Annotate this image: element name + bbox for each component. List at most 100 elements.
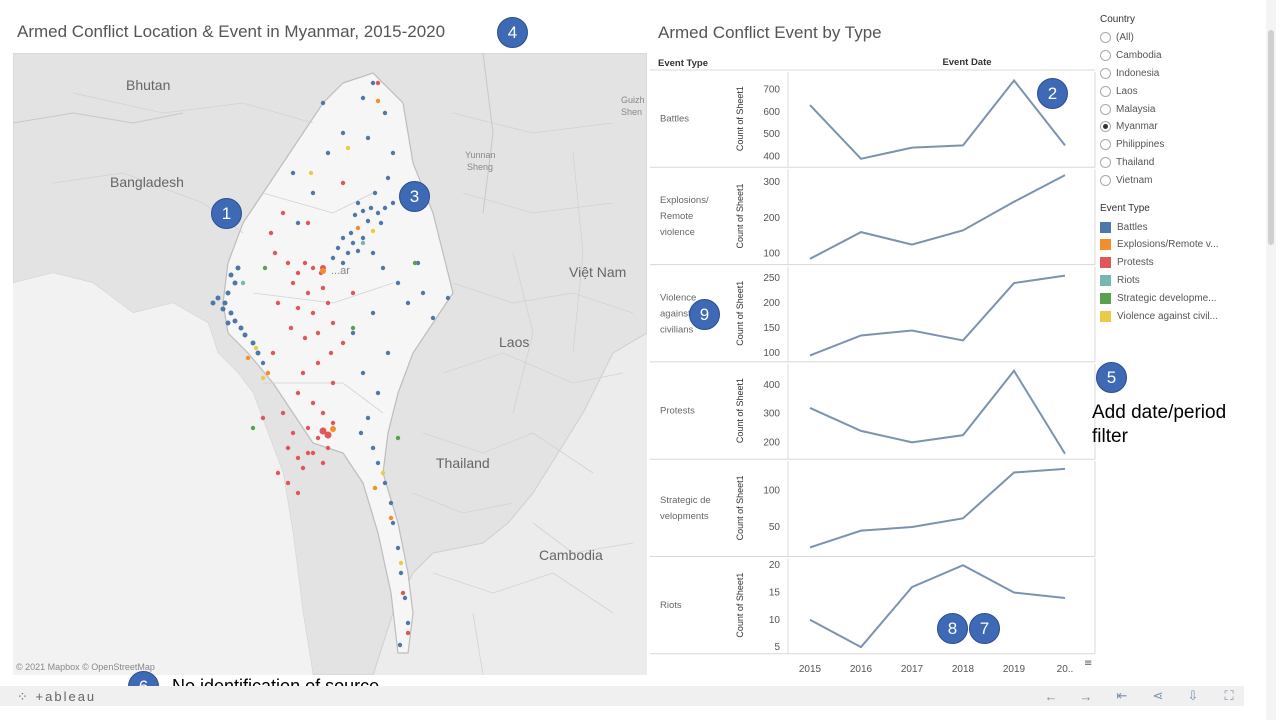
- redo-icon[interactable]: →: [1079, 688, 1093, 704]
- radio-icon[interactable]: [1100, 174, 1111, 186]
- panel-axis-label: Count of Sheet1: [735, 475, 745, 540]
- event-point: [260, 415, 266, 421]
- revert-icon[interactable]: ⇤: [1116, 688, 1128, 703]
- radio-icon[interactable]: [1100, 139, 1111, 151]
- legend-swatch: [1100, 221, 1111, 233]
- event-point: [405, 300, 411, 306]
- event-point: [398, 560, 404, 566]
- event-point: [395, 435, 401, 441]
- event-point: [402, 595, 408, 601]
- event-point: [228, 310, 234, 316]
- legend-item-label: Battles: [1117, 221, 1148, 233]
- radio-icon[interactable]: [1100, 156, 1111, 168]
- panel-axis-label: Count of Sheet1: [735, 378, 745, 443]
- country-option[interactable]: Laos: [1100, 82, 1250, 100]
- event-point: [275, 470, 281, 476]
- event-point: [375, 210, 381, 216]
- event-point: [365, 135, 371, 141]
- fullscreen-icon[interactable]: ⛶: [1224, 688, 1234, 703]
- legend-item[interactable]: Battles: [1100, 218, 1250, 236]
- y-tick-label: 300: [763, 177, 780, 188]
- map-label-thailand: Thailand: [436, 455, 490, 471]
- event-points: [210, 80, 451, 648]
- download-icon[interactable]: ⇩: [1187, 688, 1199, 703]
- country-filter[interactable]: (All) Cambodia Indonesia Laos Malaysia Myanma…: [1100, 29, 1250, 189]
- y-tick-label: 15: [769, 588, 781, 599]
- event-point: [330, 426, 336, 432]
- country-option[interactable]: Philippines: [1100, 136, 1250, 154]
- country-option-label: (All): [1116, 32, 1134, 44]
- annotation-badge-1: 1: [211, 198, 242, 229]
- x-tick-label: 2016: [850, 664, 873, 675]
- country-option[interactable]: Indonesia: [1100, 65, 1250, 83]
- event-point: [290, 170, 296, 176]
- radio-icon[interactable]: [1100, 50, 1111, 62]
- country-option[interactable]: Myanmar: [1100, 118, 1250, 136]
- event-point: [305, 425, 311, 431]
- country-option-label: Philippines: [1116, 139, 1165, 151]
- scrollbar-track[interactable]: [1266, 0, 1276, 720]
- event-point: [305, 220, 311, 226]
- legend-item[interactable]: Explosions/Remote v...: [1100, 236, 1250, 254]
- event-point: [390, 200, 396, 206]
- tableau-logo[interactable]: ⁘ +ableau: [17, 689, 96, 705]
- series-line-battles: [809, 78, 1066, 160]
- event-type-chart[interactable]: Event Type Event Date Battles Count of Shee…: [650, 50, 1100, 680]
- legend-item[interactable]: Strategic developme...: [1100, 289, 1250, 307]
- share-icon[interactable]: ⋖: [1152, 688, 1164, 703]
- country-option-label: Thailand: [1116, 156, 1155, 168]
- scrollbar-thumb[interactable]: [1268, 30, 1274, 245]
- event-type-legend-title: Event Type: [1100, 203, 1150, 215]
- map-label-yunnan: Yunnan: [465, 150, 496, 160]
- event-point: [265, 370, 271, 376]
- event-point: [360, 370, 366, 376]
- event-point: [405, 630, 411, 636]
- annotation-badge-3: 3: [399, 181, 430, 212]
- radio-icon[interactable]: [1100, 121, 1111, 133]
- event-point: [220, 306, 226, 312]
- event-point: [310, 190, 316, 196]
- event-point: [355, 200, 361, 206]
- annotation-badge-8: 8: [937, 613, 968, 644]
- radio-icon[interactable]: [1100, 67, 1111, 79]
- event-point: [280, 210, 286, 216]
- conflict-map[interactable]: Bhutan Bangladesh Yunnan Sheng Guizh She…: [13, 53, 647, 675]
- country-option[interactable]: Cambodia: [1100, 47, 1250, 65]
- event-point: [295, 270, 301, 276]
- event-point: [268, 230, 274, 236]
- undo-icon[interactable]: ←: [1044, 688, 1058, 704]
- event-point: [420, 290, 426, 296]
- country-option[interactable]: (All): [1100, 29, 1250, 47]
- legend-item-label: Strategic developme...: [1117, 292, 1217, 304]
- event-point: [328, 350, 334, 356]
- event-point: [232, 318, 238, 324]
- event-point: [210, 300, 216, 306]
- event-point: [348, 230, 354, 236]
- map-label-myanmar-fragment: ...ar: [331, 265, 350, 277]
- country-option[interactable]: Vietnam: [1100, 171, 1250, 189]
- country-option[interactable]: Malaysia: [1100, 100, 1250, 118]
- panel-row-label: against: [660, 308, 691, 319]
- event-point: [324, 431, 332, 439]
- radio-icon[interactable]: [1100, 85, 1111, 97]
- event-point: [242, 332, 248, 338]
- legend-item-label: Protests: [1117, 257, 1154, 269]
- event-point: [225, 320, 231, 326]
- annotation-badge-2: 2: [1037, 78, 1068, 109]
- event-point: [375, 98, 381, 104]
- panel-row-label: Riots: [660, 600, 682, 611]
- radio-icon[interactable]: [1100, 32, 1111, 44]
- event-point: [305, 290, 311, 296]
- event-point: [355, 248, 361, 254]
- legend-item[interactable]: Violence against civil...: [1100, 307, 1250, 325]
- event-point: [320, 460, 326, 466]
- country-option[interactable]: Thailand: [1100, 154, 1250, 172]
- event-point: [310, 400, 316, 406]
- legend-item[interactable]: Riots: [1100, 272, 1250, 290]
- chart-svg: Event Type Event Date Battles Count of Shee…: [650, 57, 1096, 675]
- x-tick-label: 2017: [901, 664, 924, 675]
- legend-item[interactable]: Protests: [1100, 254, 1250, 272]
- y-tick-label: 150: [763, 323, 780, 334]
- radio-icon[interactable]: [1100, 103, 1111, 115]
- event-type-legend[interactable]: Battles Explosions/Remote v... Protests Rio…: [1100, 218, 1250, 325]
